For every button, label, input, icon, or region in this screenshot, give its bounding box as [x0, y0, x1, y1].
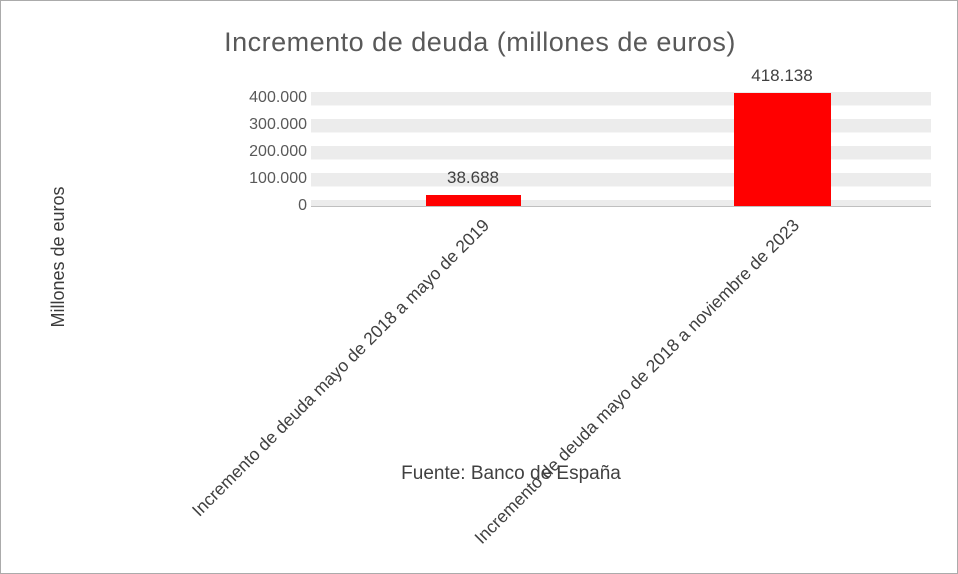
data-label-2018-2023: 418.138	[751, 66, 813, 85]
bar-2018-2019	[426, 195, 521, 206]
bar-2018-2023	[734, 93, 831, 206]
y-tick-label: 0	[298, 197, 307, 214]
x-axis-line	[311, 206, 931, 207]
source-caption: Fuente: Banco de España	[401, 463, 621, 484]
y-tick-label: 200.000	[249, 143, 307, 160]
category-label-2018-2023: Incremento de deuda mayo de 2018 a novie…	[470, 215, 804, 548]
data-label-2018-2019: 38.688	[447, 168, 499, 187]
y-axis-title: Millones de euros	[48, 186, 68, 328]
y-tick-label: 400.000	[249, 89, 307, 106]
category-label-2018-2019: Incremento de deuda mayo de 2018 a mayo …	[187, 215, 494, 521]
chart-title: Incremento de deuda (millones de euros)	[224, 27, 736, 57]
y-tick-label: 300.000	[249, 116, 307, 133]
plot-area	[311, 92, 931, 206]
y-tick-label: 100.000	[249, 170, 307, 187]
